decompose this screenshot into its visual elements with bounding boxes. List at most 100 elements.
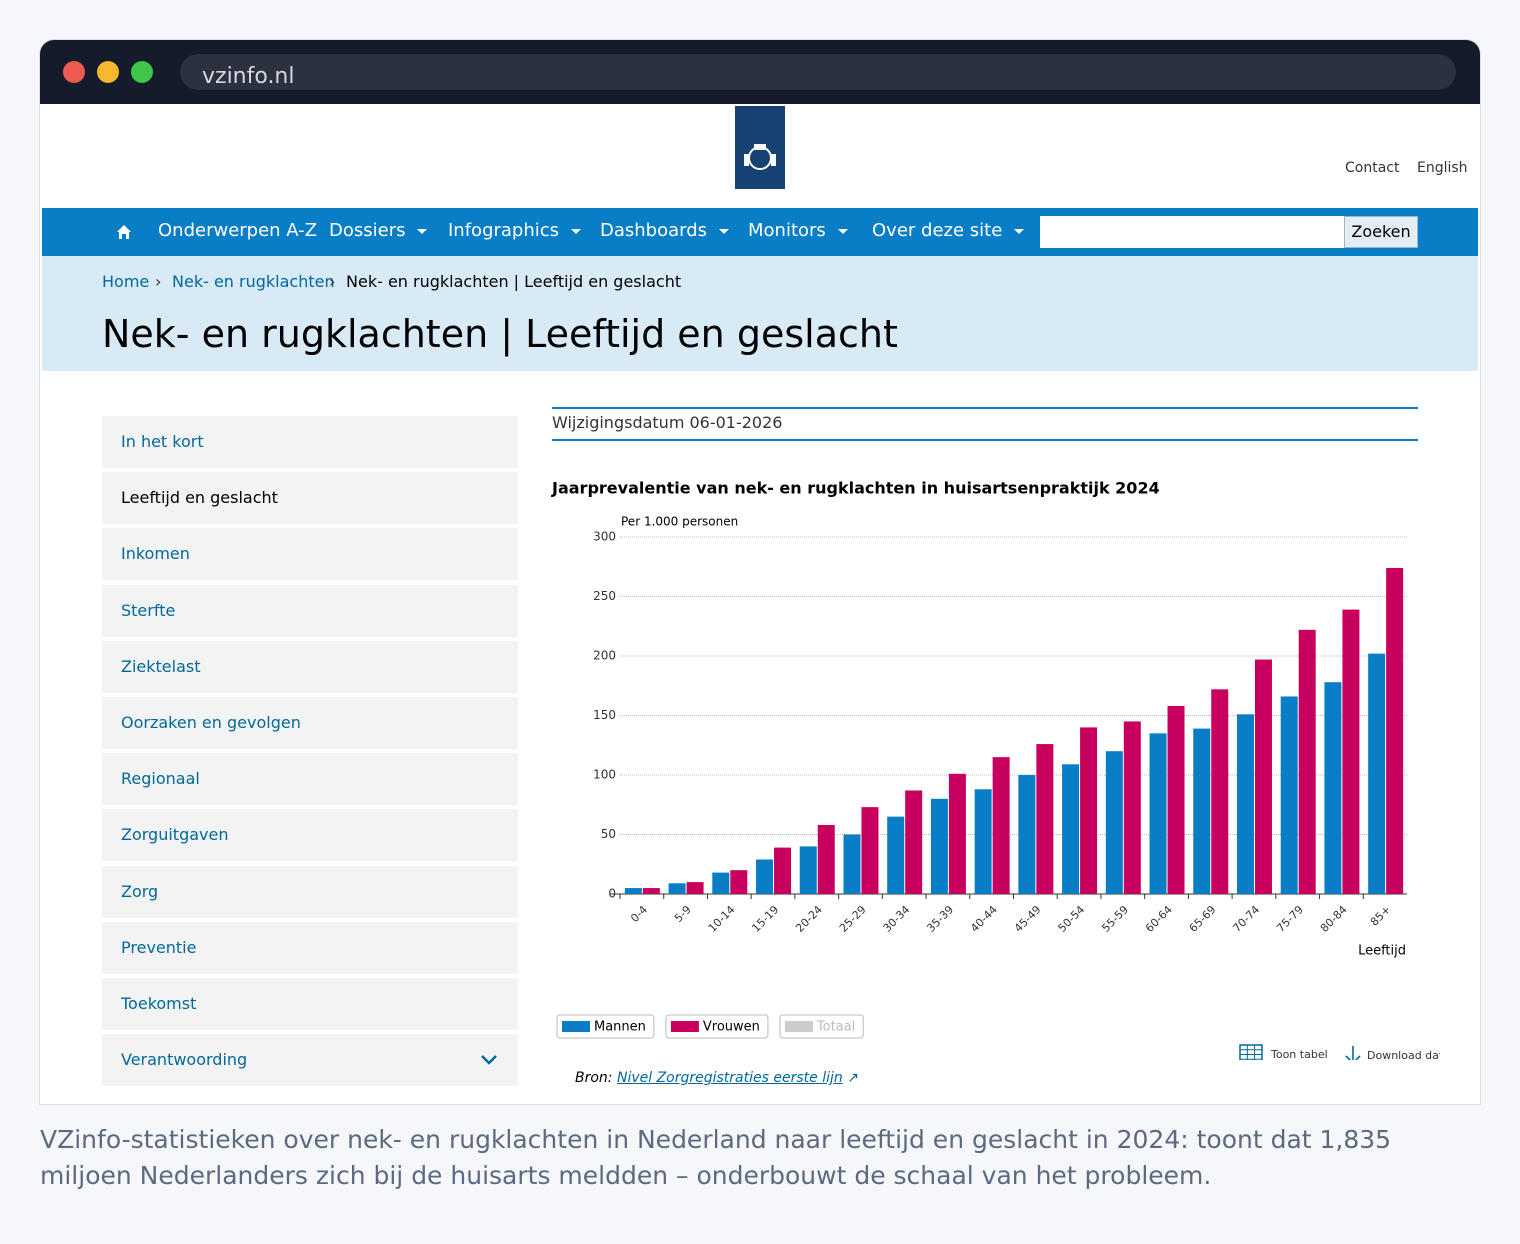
bar xyxy=(774,847,792,894)
legend-swatch xyxy=(784,1021,813,1032)
x-tick-label: 65-69 xyxy=(1187,903,1219,935)
bar xyxy=(1018,775,1036,894)
y-tick-label: 50 xyxy=(601,827,616,841)
bar xyxy=(756,859,774,894)
chart: Jaarprevalentie van nek- en rugklachten … xyxy=(551,479,1440,1060)
bar xyxy=(930,798,948,894)
x-tick-label: 30-34 xyxy=(881,903,913,935)
home-icon[interactable] xyxy=(116,224,132,240)
sidebar-item[interactable]: Verantwoording xyxy=(102,1034,518,1087)
sidebar-item[interactable]: Zorg xyxy=(102,865,518,918)
x-tick-label: 10-14 xyxy=(706,903,738,935)
caption: VZinfo-statistieken over nek- en rugklac… xyxy=(40,1125,1392,1190)
breadcrumb-separator: › xyxy=(329,272,336,291)
bar xyxy=(1324,682,1342,894)
sidebar-item[interactable]: Leeftijd en geslacht xyxy=(102,472,518,525)
logo[interactable] xyxy=(735,106,785,189)
x-tick-label: 80-84 xyxy=(1318,903,1350,935)
source-label: Bron: xyxy=(575,1070,613,1086)
sidebar-item[interactable]: Oorzaken en gevolgen xyxy=(102,697,518,749)
source-link[interactable]: Nivel Zorgregistraties eerste lijn xyxy=(616,1070,843,1086)
bar xyxy=(1149,733,1167,894)
x-tick-label: 40-44 xyxy=(968,903,1000,935)
bar xyxy=(1167,705,1185,894)
legend-item[interactable] xyxy=(665,1014,769,1039)
bar xyxy=(1368,653,1386,894)
bar xyxy=(730,870,748,894)
bar xyxy=(1193,728,1211,894)
legend-label: Mannen xyxy=(594,1020,646,1035)
table-icon[interactable] xyxy=(1239,1044,1263,1060)
y-tick-label: 100 xyxy=(593,768,616,782)
nav-item[interactable]: Monitors xyxy=(748,208,848,254)
x-tick-label: 35-39 xyxy=(924,903,956,935)
address-bar[interactable]: vzinfo.nl xyxy=(180,54,1456,90)
x-tick-label: 45-49 xyxy=(1012,903,1044,935)
bar xyxy=(1280,696,1298,894)
sidebar-item[interactable]: Regionaal xyxy=(102,753,518,806)
x-tick-label: 25-29 xyxy=(837,903,869,935)
breadcrumb-link[interactable]: Nek- en rugklachten xyxy=(172,272,335,291)
x-tick-label: 75-79 xyxy=(1274,903,1306,935)
sidebar-item[interactable]: Zorguitgaven xyxy=(102,809,518,862)
breadcrumb-current: Nek- en rugklachten | Leeftijd en geslac… xyxy=(346,272,682,291)
nav-item[interactable]: Dossiers xyxy=(329,208,429,254)
bar xyxy=(799,846,817,894)
legend-item[interactable] xyxy=(556,1014,655,1039)
header-link[interactable]: English xyxy=(1417,160,1468,176)
bar xyxy=(817,824,835,894)
header-link[interactable]: Contact xyxy=(1345,160,1400,176)
bar xyxy=(843,834,861,894)
bar xyxy=(1298,629,1316,894)
x-tick-label: 15-19 xyxy=(749,903,781,935)
y-tick-label: 200 xyxy=(593,649,616,663)
sidebar-item[interactable]: Inkomen xyxy=(102,528,518,581)
bar xyxy=(1211,689,1229,894)
tool-label[interactable]: Download data xyxy=(1367,1049,1440,1060)
bar xyxy=(1062,764,1080,894)
bar xyxy=(1236,714,1254,894)
browser-bar: vzinfo.nl xyxy=(40,40,1480,104)
browser-window: vzinfo.nl Contact English Onderwerpen A-… xyxy=(40,40,1480,1104)
x-tick-label: 50-54 xyxy=(1056,903,1088,935)
bar xyxy=(1123,721,1141,894)
bar xyxy=(887,816,905,894)
breadcrumb-link[interactable]: Home xyxy=(102,272,150,291)
nav-item[interactable]: Infographics xyxy=(448,208,582,254)
legend-swatch xyxy=(670,1021,699,1032)
sidebar-item[interactable]: Toekomst xyxy=(102,978,518,1030)
tool-label[interactable]: Toon tabel xyxy=(1270,1048,1328,1060)
bar xyxy=(1105,751,1123,894)
nav-item[interactable]: Dashboards xyxy=(600,208,730,254)
nav-item[interactable]: Onderwerpen A-Z xyxy=(158,220,318,241)
download-icon[interactable] xyxy=(1341,1046,1365,1060)
x-tick-label: 20-24 xyxy=(793,903,825,935)
chart-title: Jaarprevalentie van nek- en rugklachten … xyxy=(551,479,1160,498)
legend-item[interactable] xyxy=(779,1014,864,1039)
y-tick-label: 300 xyxy=(593,530,616,544)
x-tick-label: 85+ xyxy=(1368,903,1394,929)
minimize-button[interactable] xyxy=(97,61,119,83)
external-icon: ↗ xyxy=(847,1070,859,1086)
bar xyxy=(992,757,1010,894)
bar xyxy=(1036,744,1054,894)
close-button[interactable] xyxy=(63,61,85,83)
page-title: Nek- en rugklachten | Leeftijd en geslac… xyxy=(102,312,898,356)
nav-item[interactable]: Over deze site xyxy=(872,208,1025,254)
bar xyxy=(1342,609,1360,894)
bar xyxy=(1254,659,1272,894)
sidebar-item[interactable]: Preventie xyxy=(102,921,518,974)
sidebar-item[interactable]: In het kort xyxy=(102,416,518,468)
sidebar-item[interactable]: Ziektelast xyxy=(102,640,518,693)
sidebar-item[interactable]: Sterfte xyxy=(102,584,518,637)
bar xyxy=(905,790,923,894)
maximize-button[interactable] xyxy=(131,61,153,83)
search-input[interactable] xyxy=(1040,216,1344,248)
legend-swatch xyxy=(562,1021,590,1032)
breadcrumb-separator: › xyxy=(155,272,162,291)
search-button[interactable]: Zoeken xyxy=(1344,216,1418,248)
x-tick-label: 60-64 xyxy=(1143,903,1175,935)
bar xyxy=(668,883,686,894)
expand-icon[interactable] xyxy=(480,1054,498,1066)
